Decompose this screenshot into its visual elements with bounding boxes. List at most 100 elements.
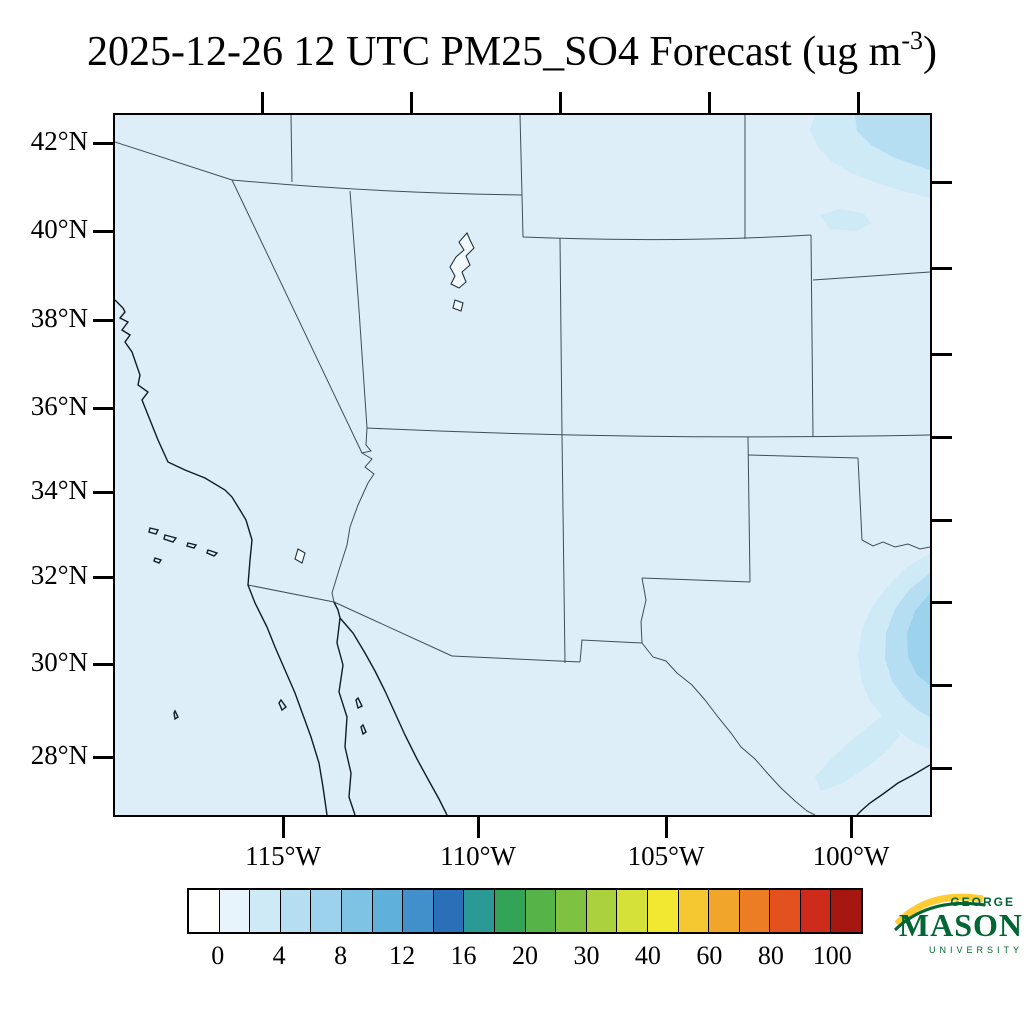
- colorbar-cell: [402, 890, 433, 932]
- nm-tx-vertical-border: [747, 436, 751, 583]
- right-tick-mark: [931, 518, 952, 522]
- so4-concentration-patches: [810, 115, 930, 791]
- gmu-george-text: GEORGE: [950, 895, 1015, 909]
- colorbar-cell: [463, 890, 494, 932]
- channel-island: [153, 557, 163, 564]
- baja-gulf-coast: [333, 601, 356, 815]
- channel-island: [186, 542, 198, 549]
- colorbar-tick-label: 0: [211, 941, 225, 970]
- colorbar-tick-label: 30: [573, 941, 600, 970]
- ne-ks-40n-border: [812, 271, 930, 281]
- co-east-border: [810, 234, 814, 438]
- colorbar-cell: [493, 890, 525, 932]
- nm-bootheel-border: [579, 639, 643, 663]
- colorbar-tick-label: 8: [334, 941, 348, 970]
- lat-tick-label: 34°N: [30, 475, 88, 505]
- wy-co-41n-border: [522, 234, 812, 241]
- nv-ut-idaho-42n-border: [231, 179, 523, 196]
- lat-tick-mark: [93, 406, 114, 410]
- lon-tick-mark: [476, 816, 480, 838]
- ut-co-border: [559, 237, 563, 436]
- great-salt-lake: [449, 231, 475, 289]
- 37n-border: [366, 427, 930, 438]
- colorbar-tick-label: 16: [450, 941, 477, 970]
- state-borders: [115, 115, 930, 815]
- colorbar-cell: [830, 890, 862, 932]
- nm-tx-32n-border: [641, 577, 751, 583]
- lon-tick-mark: [849, 816, 853, 838]
- colorbar: [187, 888, 863, 934]
- salton-sea: [294, 548, 306, 564]
- colorbar-tick-label: 100: [812, 941, 852, 970]
- gulf-island: [360, 723, 367, 736]
- top-tick-mark: [856, 92, 860, 114]
- colorbar-cell: [218, 890, 250, 932]
- guadalupe-island: [173, 709, 179, 721]
- az-mexico-border: [333, 601, 453, 657]
- patch-texas-core: [907, 593, 930, 685]
- colorbar-cell: [524, 890, 556, 932]
- colorbar-cell: [279, 890, 311, 932]
- id-wy-ut-vertical-border: [519, 115, 524, 238]
- title-exponent: -3: [901, 26, 923, 55]
- nv-ut-border: [349, 190, 368, 429]
- lat-tick-mark: [93, 318, 114, 322]
- colorado-river-border: [331, 427, 375, 603]
- colorbar-tick-label: 12: [389, 941, 416, 970]
- ca-nv-diagonal-border: [231, 179, 363, 454]
- gmu-university-text: UNIVERSITY: [928, 945, 1023, 955]
- colorbar-cell: [799, 890, 831, 932]
- right-tick-mark: [931, 266, 952, 270]
- top-tick-mark: [409, 92, 413, 114]
- title-main: 2025-12-26 12 UTC PM25_SO4 Forecast (ug …: [87, 29, 902, 75]
- colorbar-cell: [646, 890, 678, 932]
- right-tick-mark: [931, 352, 952, 356]
- lat-tick-mark: [93, 141, 114, 145]
- rio-grande-tx-mexico: [641, 642, 816, 815]
- az-nm-border: [561, 434, 566, 664]
- red-river-border: [861, 539, 930, 550]
- top-tick-mark: [707, 92, 711, 114]
- right-tick-mark: [931, 683, 952, 687]
- colorbar-cell: [738, 890, 770, 932]
- colorbar-cell: [371, 890, 403, 932]
- colorbar-cell: [555, 890, 586, 932]
- nm-mexico-border: [451, 655, 581, 663]
- tx-ok-panhandle-border: [747, 454, 859, 459]
- colorbar-cell: [432, 890, 464, 932]
- top-tick-mark: [260, 92, 264, 114]
- lat-tick-mark: [93, 662, 114, 666]
- lon-tick-label: 115°W: [245, 841, 321, 871]
- figure-title: 2025-12-26 12 UTC PM25_SO4 Forecast (ug …: [0, 26, 1024, 76]
- lat-tick-label: 40°N: [30, 214, 88, 244]
- right-tick-mark: [931, 435, 952, 439]
- lat-tick-label: 32°N: [30, 560, 88, 590]
- utah-lake: [452, 299, 464, 312]
- lon-tick-label: 110°W: [440, 841, 516, 871]
- title-close: ): [922, 29, 937, 75]
- channel-island: [163, 534, 178, 543]
- lon-tick-mark: [664, 816, 668, 838]
- colorbar-cell: [616, 890, 647, 932]
- cedros-island: [278, 698, 287, 712]
- lat-tick-label: 36°N: [30, 391, 88, 421]
- lat-tick-label: 30°N: [30, 647, 88, 677]
- texas-gulf-coast: [856, 764, 930, 815]
- lat-tick-mark: [93, 575, 114, 579]
- colorbar-cell: [340, 890, 372, 932]
- colorbar-tick-label: 20: [512, 941, 538, 970]
- colorbar-cell: [310, 890, 341, 932]
- map-frame: [113, 113, 932, 817]
- sonora-coast: [339, 617, 448, 815]
- right-tick-mark: [931, 180, 952, 184]
- lakes: [294, 231, 475, 564]
- colorbar-tick-label: 40: [634, 941, 661, 970]
- forecast-map: [115, 115, 930, 815]
- colorbar-tick-label: 80: [757, 941, 784, 970]
- channel-island: [148, 527, 160, 535]
- channel-island: [206, 549, 219, 557]
- patch-texas-southwest-arm: [815, 715, 901, 791]
- rio-grande-el-paso: [640, 577, 647, 644]
- lon-tick-label: 105°W: [627, 841, 705, 871]
- colorbar-cell: [677, 890, 709, 932]
